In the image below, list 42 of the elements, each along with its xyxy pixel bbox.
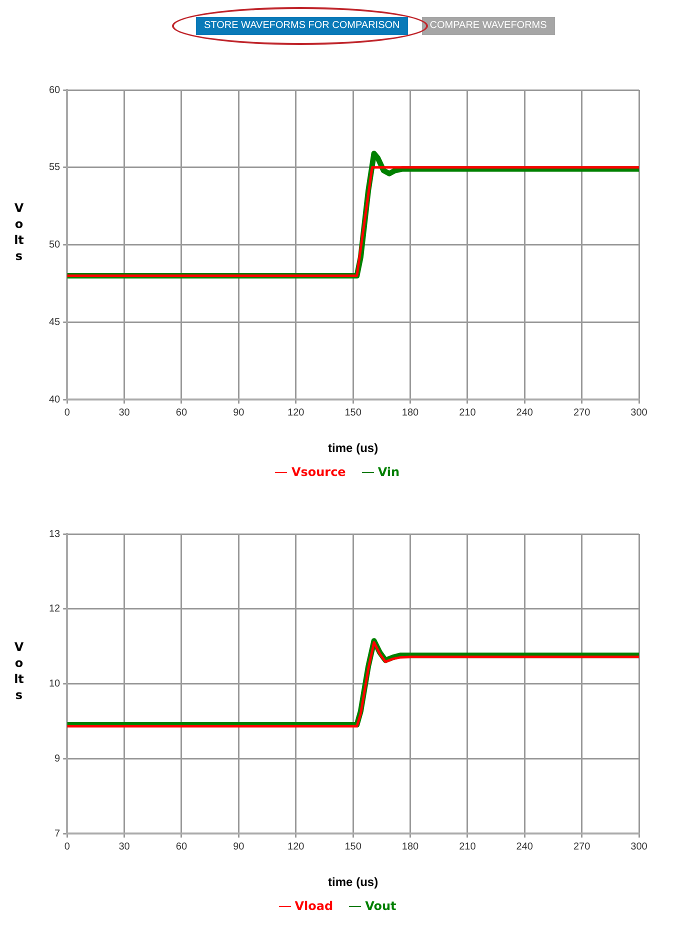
x-tick-label: 30 xyxy=(118,841,130,852)
y-tick-label: 13 xyxy=(49,528,61,540)
x-tick-label: 150 xyxy=(344,841,362,852)
x-tick-label: 240 xyxy=(516,407,534,418)
x-tick-label: 240 xyxy=(516,841,534,852)
x-tick-label: 90 xyxy=(233,407,245,418)
y-tick-label: 40 xyxy=(49,394,61,406)
x-tick-label: 210 xyxy=(459,407,476,418)
x-tick-label: 270 xyxy=(573,407,591,418)
legend-label: Vload xyxy=(294,899,334,913)
legend-label: Vout xyxy=(364,899,396,913)
y-tick-label: 7 xyxy=(54,828,61,840)
y-tick-label: 10 xyxy=(49,678,61,690)
x-tick-label: 120 xyxy=(288,407,305,418)
x-tick-label: 180 xyxy=(402,407,420,418)
x-tick-label: 300 xyxy=(630,407,648,418)
legend-label: Vsource xyxy=(290,465,346,479)
x-tick-label: 60 xyxy=(176,407,188,418)
y-tick-label: 50 xyxy=(49,240,61,251)
x-tick-label: 180 xyxy=(402,841,420,852)
x-axis-title: time (us) xyxy=(328,441,378,456)
x-tick-label: 60 xyxy=(176,841,188,852)
y-axis-title: Volts xyxy=(14,200,24,264)
x-tick-label: 150 xyxy=(344,407,362,418)
text: COMPARE WAVEFORMS xyxy=(422,17,555,35)
x-axis-title: time (us) xyxy=(328,875,378,890)
y-tick-label: 45 xyxy=(49,316,61,328)
x-tick-label: 210 xyxy=(459,841,476,852)
text: STORE WAVEFORMS FOR COMPARISON xyxy=(196,17,408,35)
y-tick-label: 9 xyxy=(54,753,61,764)
x-tick-label: 300 xyxy=(630,841,648,852)
x-tick-label: 30 xyxy=(118,407,130,418)
y-tick-label: 55 xyxy=(49,162,61,174)
legend-label: Vin xyxy=(376,465,400,479)
x-tick-label: 270 xyxy=(573,841,591,852)
x-tick-label: 0 xyxy=(64,841,70,852)
x-tick-label: 90 xyxy=(233,841,245,852)
x-tick-label: 0 xyxy=(64,407,70,418)
y-tick-label: 12 xyxy=(49,604,61,615)
x-tick-label: 120 xyxy=(288,841,305,852)
y-tick-label: 60 xyxy=(49,84,61,96)
y-axis-title: Volts xyxy=(14,639,24,703)
